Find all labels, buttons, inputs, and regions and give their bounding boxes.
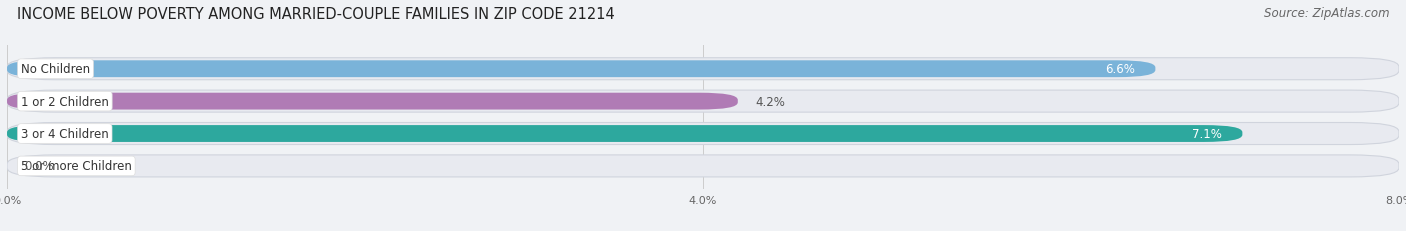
FancyBboxPatch shape	[7, 126, 1243, 142]
Text: 6.6%: 6.6%	[1105, 63, 1135, 76]
Text: 0.0%: 0.0%	[24, 160, 53, 173]
Text: INCOME BELOW POVERTY AMONG MARRIED-COUPLE FAMILIES IN ZIP CODE 21214: INCOME BELOW POVERTY AMONG MARRIED-COUPL…	[17, 7, 614, 22]
FancyBboxPatch shape	[7, 93, 738, 110]
FancyBboxPatch shape	[7, 155, 1399, 177]
Text: No Children: No Children	[21, 63, 90, 76]
FancyBboxPatch shape	[7, 123, 1399, 145]
Text: 7.1%: 7.1%	[1192, 128, 1222, 140]
Text: 5 or more Children: 5 or more Children	[21, 160, 132, 173]
Text: 1 or 2 Children: 1 or 2 Children	[21, 95, 108, 108]
Text: 4.2%: 4.2%	[755, 95, 785, 108]
FancyBboxPatch shape	[7, 58, 1399, 80]
Text: Source: ZipAtlas.com: Source: ZipAtlas.com	[1264, 7, 1389, 20]
FancyBboxPatch shape	[7, 61, 1156, 78]
FancyBboxPatch shape	[7, 91, 1399, 113]
Text: 3 or 4 Children: 3 or 4 Children	[21, 128, 108, 140]
